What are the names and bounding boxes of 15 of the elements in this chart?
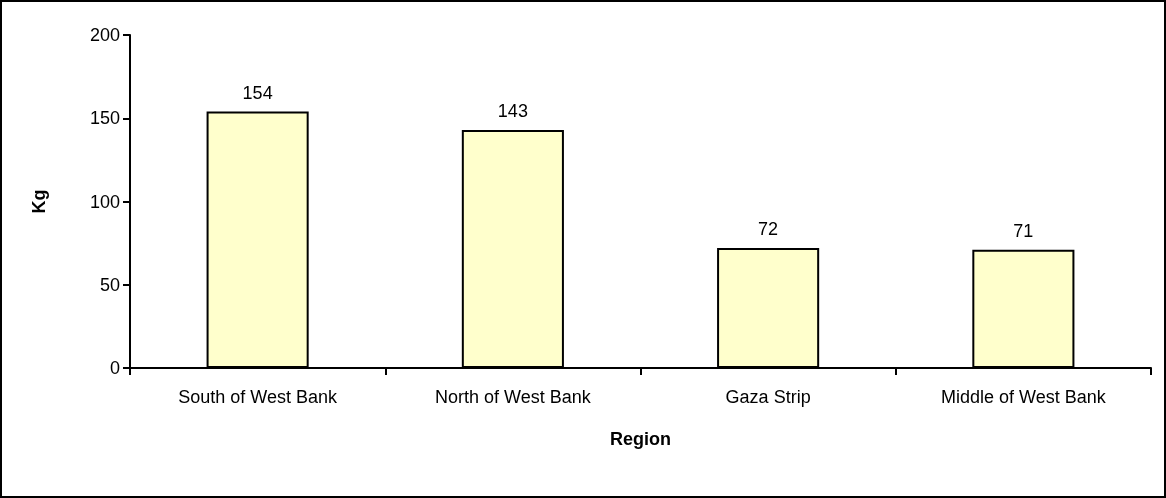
y-axis-title: Kg: [29, 189, 49, 214]
data-label: 143: [497, 100, 528, 121]
y-tick-label: 150: [89, 108, 120, 129]
x-tick-label: Gaza Strip: [725, 387, 811, 407]
x-tick-label: Middle of West Bank: [941, 387, 1107, 407]
y-tick-label: 200: [89, 25, 120, 45]
x-axis-title: Region: [610, 429, 671, 449]
x-tick-label: South of West Bank: [178, 387, 338, 407]
data-label: 154: [242, 82, 273, 103]
x-tick-label: North of West Bank: [435, 387, 592, 407]
data-label: 71: [1013, 220, 1034, 241]
y-tick-label: 100: [89, 191, 120, 212]
y-tick-label: 50: [99, 274, 120, 295]
data-label: 72: [758, 219, 779, 240]
y-tick-label: 0: [109, 358, 120, 378]
